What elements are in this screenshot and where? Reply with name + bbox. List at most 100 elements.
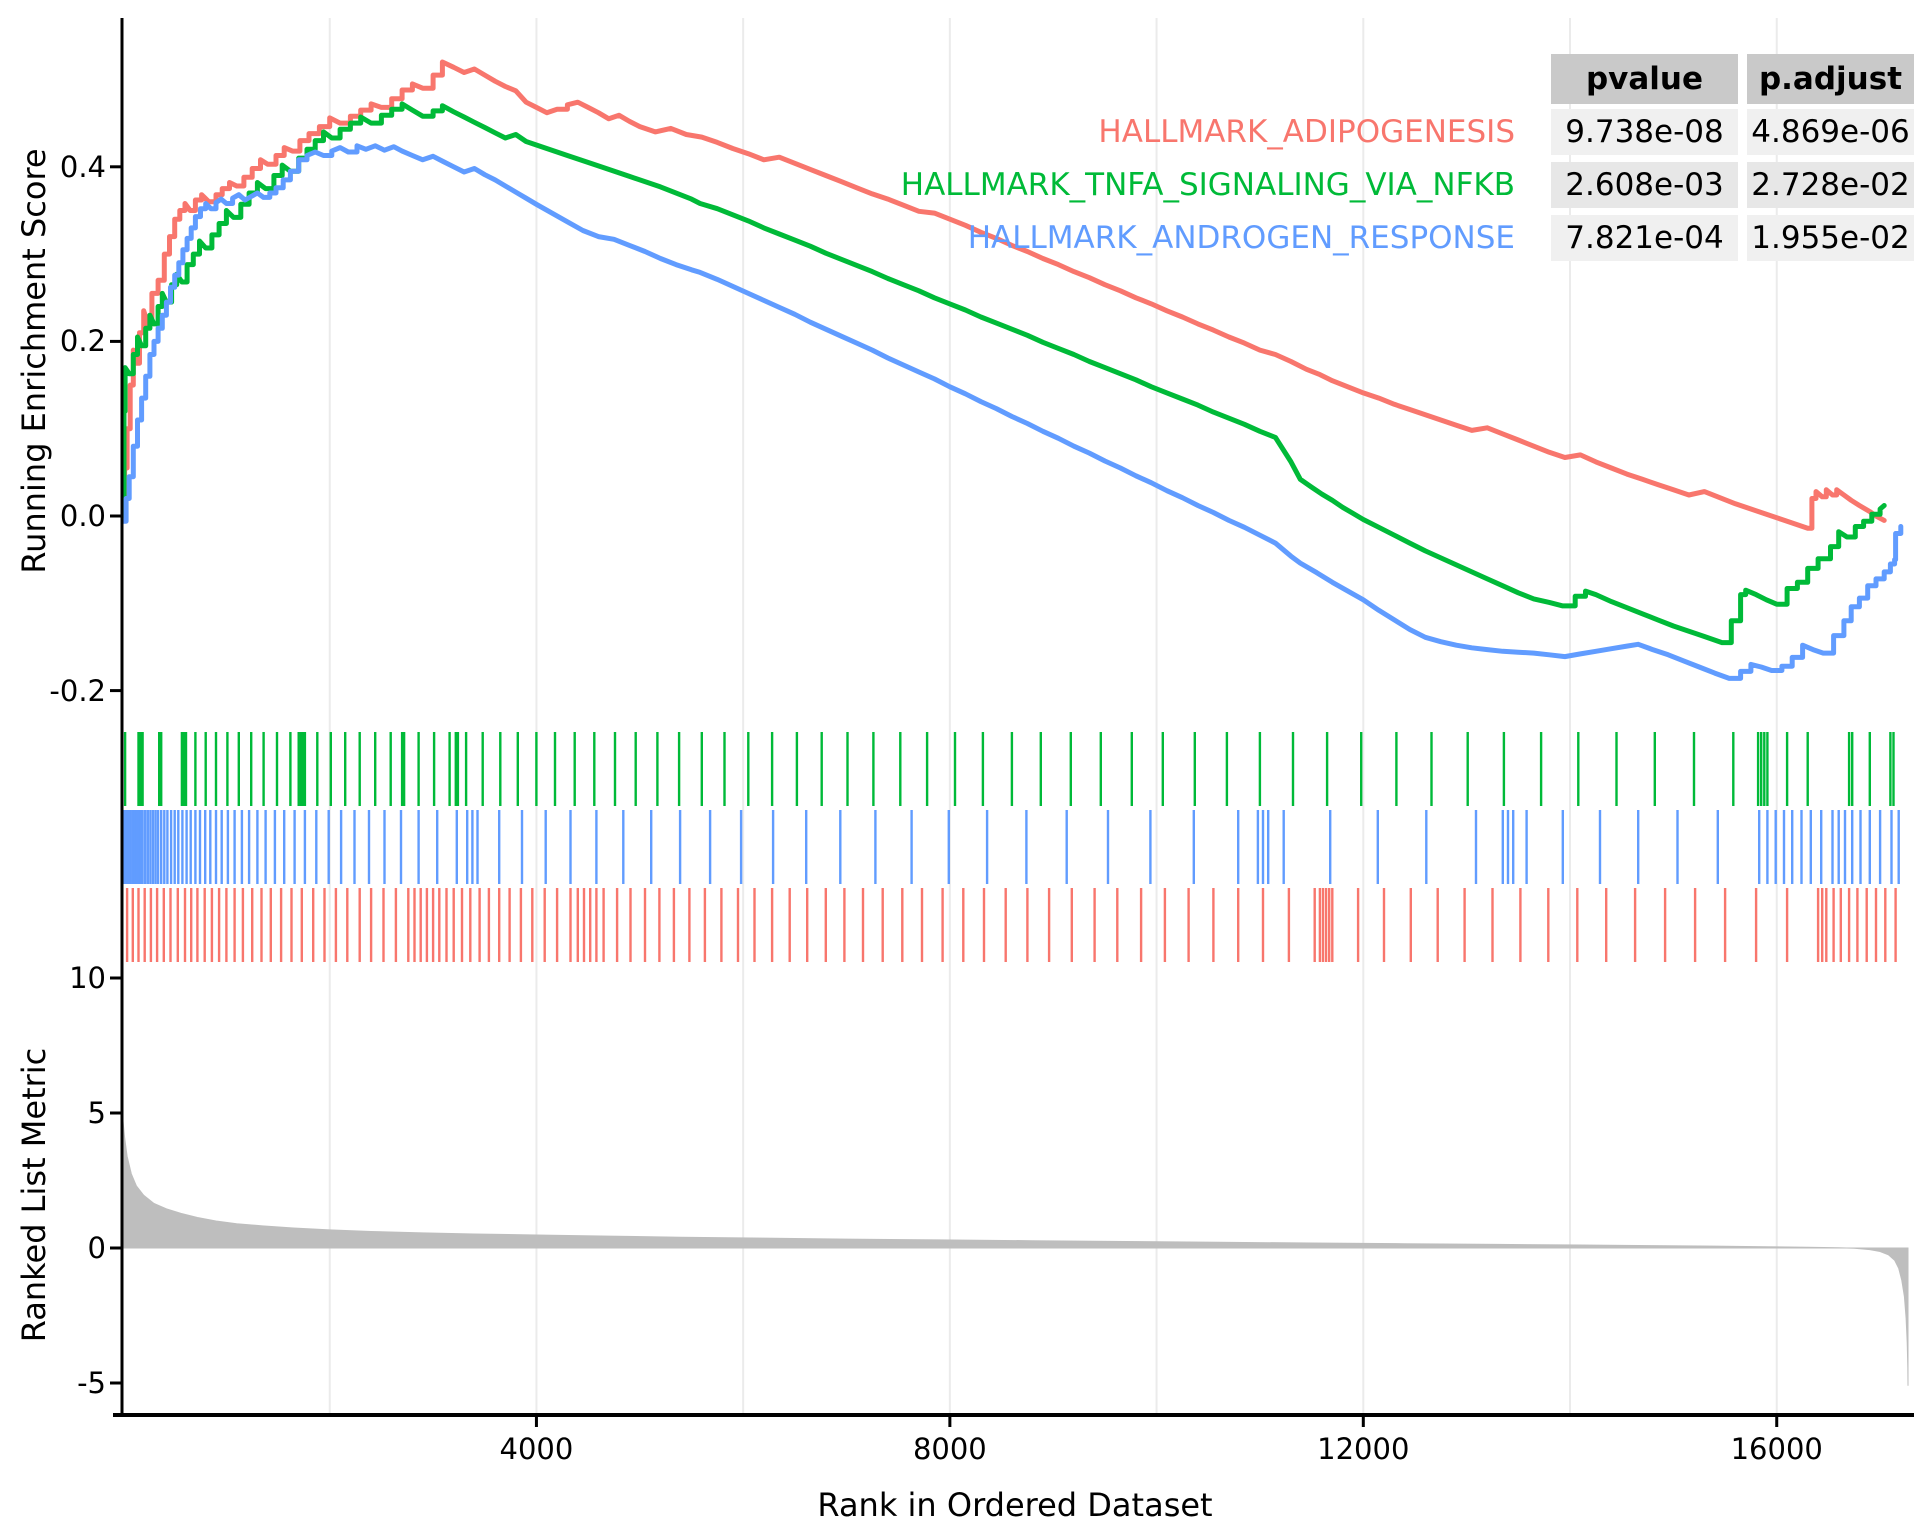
gene-tick-hallmark_androgen_response bbox=[146, 810, 149, 884]
gene-tick-hallmark_androgen_response bbox=[303, 810, 307, 884]
gene-tick-hallmark_tnfa_signaling_via_nfkb bbox=[899, 732, 902, 806]
gene-tick-hallmark_adipogenesis bbox=[595, 888, 598, 962]
gene-tick-hallmark_adipogenesis bbox=[1894, 888, 1897, 962]
table-cell-pvalue-row3: 7.821e-04 bbox=[1551, 215, 1738, 261]
gene-tick-hallmark_adipogenesis bbox=[1026, 888, 1029, 962]
gene-tick-hallmark_adipogenesis bbox=[1328, 888, 1331, 962]
gene-tick-hallmark_androgen_response bbox=[240, 810, 244, 884]
gene-tick-hallmark_tnfa_signaling_via_nfkb bbox=[1785, 732, 1789, 806]
gene-tick-hallmark_tnfa_signaling_via_nfkb bbox=[1615, 732, 1618, 806]
gene-tick-hallmark_tnfa_signaling_via_nfkb bbox=[160, 732, 163, 806]
gene-tick-hallmark_adipogenesis bbox=[251, 888, 254, 962]
gene-tick-hallmark_androgen_response bbox=[678, 810, 682, 884]
gene-tick-hallmark_tnfa_signaling_via_nfkb bbox=[613, 732, 617, 806]
gene-tick-hallmark_adipogenesis bbox=[658, 888, 661, 962]
gene-tick-hallmark_tnfa_signaling_via_nfkb bbox=[1325, 732, 1329, 806]
gene-tick-hallmark_adipogenesis bbox=[519, 888, 523, 962]
gene-tick-hallmark_adipogenesis bbox=[346, 888, 349, 962]
gene-tick-hallmark_adipogenesis bbox=[487, 888, 491, 962]
gene-tick-hallmark_tnfa_signaling_via_nfkb bbox=[448, 732, 451, 806]
gene-tick-hallmark_tnfa_signaling_via_nfkb bbox=[1430, 732, 1433, 806]
gene-tick-hallmark_adipogenesis bbox=[1865, 888, 1868, 962]
gene-tick-hallmark_adipogenesis bbox=[217, 888, 221, 962]
gene-tick-hallmark_androgen_response bbox=[127, 810, 130, 884]
gene-tick-hallmark_androgen_response bbox=[1831, 810, 1834, 884]
gene-tick-hallmark_tnfa_signaling_via_nfkb bbox=[1069, 732, 1072, 806]
gene-tick-hallmark_adipogenesis bbox=[1313, 888, 1316, 962]
gene-tick-hallmark_tnfa_signaling_via_nfkb bbox=[141, 732, 144, 806]
gene-tick-hallmark_adipogenesis bbox=[452, 888, 455, 962]
gene-tick-hallmark_adipogenesis bbox=[1070, 888, 1073, 962]
gene-tick-hallmark_androgen_response bbox=[247, 810, 251, 884]
gene-tick-hallmark_androgen_response bbox=[1025, 810, 1028, 884]
gene-tick-hallmark_androgen_response bbox=[189, 810, 192, 884]
gene-tick-hallmark_androgen_response bbox=[1859, 810, 1862, 884]
gene-tick-hallmark_androgen_response bbox=[1376, 810, 1379, 884]
gene-tick-hallmark_androgen_response bbox=[194, 810, 197, 884]
gene-tick-hallmark_tnfa_signaling_via_nfkb bbox=[1892, 732, 1895, 806]
gene-tick-hallmark_adipogenesis bbox=[203, 888, 206, 962]
gene-tick-hallmark_tnfa_signaling_via_nfkb bbox=[417, 732, 420, 806]
gene-tick-hallmark_adipogenesis bbox=[1321, 888, 1325, 962]
gene-tick-hallmark_androgen_response bbox=[708, 810, 712, 884]
gene-tick-hallmark_adipogenesis bbox=[602, 888, 605, 962]
gene-tick-hallmark_tnfa_signaling_via_nfkb bbox=[289, 732, 292, 806]
gene-tick-hallmark_adipogenesis bbox=[323, 888, 326, 962]
gene-tick-hallmark_androgen_response bbox=[1837, 810, 1840, 884]
gene-tick-hallmark_androgen_response bbox=[214, 810, 218, 884]
gene-tick-hallmark_adipogenesis bbox=[1163, 888, 1167, 962]
gene-tick-hallmark_tnfa_signaling_via_nfkb bbox=[872, 732, 875, 806]
table-cell-p_adjust-row1: 4.869e-06 bbox=[1747, 109, 1914, 155]
gene-tick-hallmark_adipogenesis bbox=[1847, 888, 1851, 962]
gene-tick-hallmark_adipogenesis bbox=[419, 888, 422, 962]
gene-tick-hallmark_androgen_response bbox=[149, 810, 152, 884]
gene-tick-hallmark_tnfa_signaling_via_nfkb bbox=[1577, 732, 1580, 806]
gene-tick-hallmark_adipogenesis bbox=[1287, 888, 1291, 962]
gene-tick-hallmark_tnfa_signaling_via_nfkb bbox=[1868, 732, 1871, 806]
gene-tick-hallmark_tnfa_signaling_via_nfkb bbox=[1395, 732, 1398, 806]
gene-tick-hallmark_androgen_response bbox=[173, 810, 176, 884]
gene-tick-hallmark_tnfa_signaling_via_nfkb bbox=[1502, 732, 1506, 806]
gene-tick-hallmark_androgen_response bbox=[544, 810, 547, 884]
gene-tick-hallmark_adipogenesis bbox=[824, 888, 827, 962]
gene-tick-hallmark_androgen_response bbox=[498, 810, 501, 884]
gene-tick-hallmark_adipogenesis bbox=[843, 888, 846, 962]
gene-tick-hallmark_androgen_response bbox=[163, 810, 166, 884]
gene-tick-hallmark_tnfa_signaling_via_nfkb bbox=[454, 732, 457, 806]
gene-tick-hallmark_adipogenesis bbox=[1816, 888, 1820, 962]
gene-tick-hallmark_tnfa_signaling_via_nfkb bbox=[329, 732, 332, 806]
gene-tick-hallmark_androgen_response bbox=[1525, 810, 1528, 884]
gene-tick-hallmark_adipogenesis bbox=[962, 888, 965, 962]
gene-tick-hallmark_adipogenesis bbox=[131, 888, 134, 962]
legend-label-hallmark_adipogenesis: HALLMARK_ADIPOGENESIS bbox=[1098, 114, 1515, 150]
gene-tick-hallmark_tnfa_signaling_via_nfkb bbox=[795, 732, 799, 806]
metric-tick-label: -5 bbox=[77, 1366, 106, 1400]
gene-tick-hallmark_tnfa_signaling_via_nfkb bbox=[1732, 732, 1735, 806]
gene-tick-hallmark_adipogenesis bbox=[478, 888, 481, 962]
gene-tick-hallmark_adipogenesis bbox=[582, 888, 586, 962]
gene-tick-hallmark_adipogenesis bbox=[1856, 888, 1859, 962]
gene-tick-hallmark_androgen_response bbox=[122, 810, 126, 884]
gene-tick-hallmark_adipogenesis bbox=[1839, 888, 1842, 962]
gene-tick-hallmark_androgen_response bbox=[133, 810, 136, 884]
gene-tick-hallmark_adipogenesis bbox=[290, 888, 293, 962]
gene-tick-hallmark_androgen_response bbox=[1267, 810, 1270, 884]
gene-tick-hallmark_adipogenesis bbox=[183, 888, 187, 962]
gene-tick-hallmark_androgen_response bbox=[1256, 810, 1260, 884]
gene-tick-hallmark_tnfa_signaling_via_nfkb bbox=[297, 732, 300, 806]
gene-tick-hallmark_tnfa_signaling_via_nfkb bbox=[1291, 732, 1295, 806]
gene-tick-hallmark_adipogenesis bbox=[736, 888, 740, 962]
gene-tick-hallmark_adipogenesis bbox=[334, 888, 338, 962]
gene-tick-hallmark_adipogenesis bbox=[312, 888, 315, 962]
gene-tick-hallmark_androgen_response bbox=[1192, 810, 1195, 884]
gene-tick-hallmark_adipogenesis bbox=[1093, 888, 1096, 962]
x-axis-title: Rank in Ordered Dataset bbox=[817, 1486, 1213, 1524]
gene-tick-hallmark_tnfa_signaling_via_nfkb bbox=[214, 732, 218, 806]
table-cell-p_adjust-row2: 2.728e-02 bbox=[1747, 162, 1914, 208]
gene-tick-hallmark_tnfa_signaling_via_nfkb bbox=[1258, 732, 1262, 806]
gene-tick-hallmark_androgen_response bbox=[1716, 810, 1719, 884]
gene-tick-hallmark_androgen_response bbox=[144, 810, 147, 884]
gene-tick-hallmark_tnfa_signaling_via_nfkb bbox=[1539, 732, 1543, 806]
gene-tick-hallmark_tnfa_signaling_via_nfkb bbox=[262, 732, 265, 806]
